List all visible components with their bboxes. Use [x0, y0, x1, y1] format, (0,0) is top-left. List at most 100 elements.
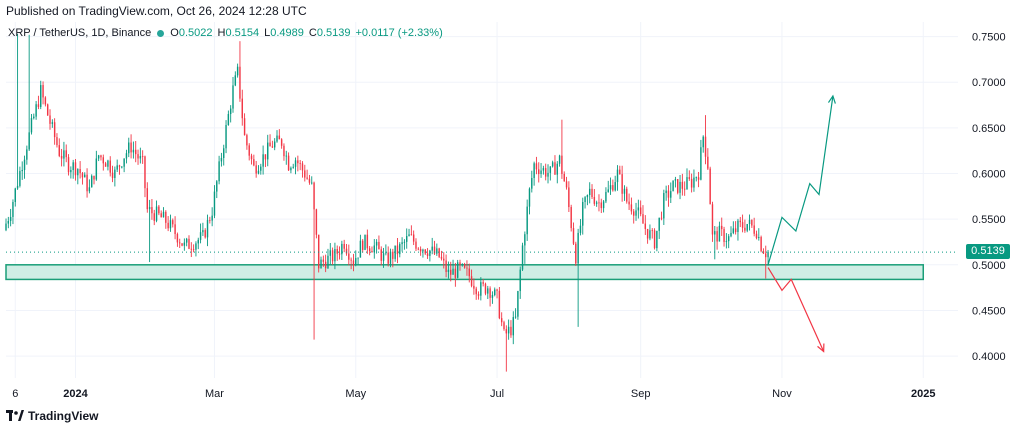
candle-body — [327, 255, 329, 269]
arrowhead-icon — [827, 94, 836, 104]
candle-body — [239, 66, 241, 99]
candle-body — [403, 241, 406, 243]
low-label: L — [264, 27, 271, 39]
candle-body — [450, 269, 452, 275]
candle-body — [172, 220, 174, 225]
candle-body — [40, 85, 42, 107]
candle-body — [313, 182, 315, 210]
candle-body — [744, 227, 746, 231]
open-value: 0.5022 — [178, 27, 213, 39]
candle-body — [35, 104, 37, 117]
candle-body — [514, 316, 517, 318]
candle-body — [104, 163, 107, 167]
candle-body — [503, 322, 505, 330]
candle-body — [751, 219, 753, 226]
chart-grid — [6, 22, 958, 378]
candle-body — [422, 249, 424, 252]
candle-body — [14, 188, 16, 203]
candle-body — [653, 230, 656, 249]
candle-body — [241, 98, 243, 119]
candle-body — [459, 262, 461, 265]
y-tick-label: 0.5500 — [972, 214, 1006, 226]
candle-body — [616, 169, 619, 183]
candle-body — [190, 248, 193, 250]
candle-body — [512, 317, 514, 336]
candle-body — [5, 223, 7, 231]
candle-body — [380, 249, 382, 261]
candle-body — [174, 224, 176, 235]
time-axis[interactable]: 6 2024 Mar May Jul Sep Nov 2025 — [12, 388, 935, 400]
bullish-projection-path — [767, 95, 834, 265]
low-value: 0.4989 — [270, 27, 304, 39]
candle-body — [709, 168, 711, 205]
candle-body — [426, 253, 429, 256]
candle-body — [116, 165, 118, 170]
candle-body — [721, 225, 723, 230]
y-tick-label: 0.6500 — [972, 123, 1006, 135]
projection-arrows — [767, 94, 836, 353]
candle-body — [688, 177, 691, 179]
x-tick-label: Nov — [772, 388, 792, 400]
candle-body — [366, 234, 369, 249]
candle-body — [387, 252, 389, 264]
candle-body — [533, 163, 535, 179]
candle-body — [139, 156, 142, 159]
candle-body — [531, 178, 533, 189]
symbol-legend: XRP / TetherUS, 1D, Binance O0.5022 H0.515… — [8, 27, 448, 39]
candle-body — [739, 220, 741, 223]
candle-body — [371, 250, 373, 253]
close-value: 0.5139 — [316, 27, 351, 39]
candle-body — [260, 166, 262, 171]
candle-body — [639, 207, 642, 215]
candle-body — [644, 223, 647, 229]
symbol-name[interactable]: XRP / TetherUS, 1D, Binance — [8, 27, 152, 39]
candle-body — [253, 159, 255, 166]
y-tick-label: 0.7000 — [972, 77, 1006, 89]
candle-body — [727, 236, 730, 242]
candle-body — [213, 191, 216, 216]
candle-body — [584, 197, 586, 203]
candle-body — [487, 288, 489, 294]
price-axis[interactable]: 0.7500 0.7000 0.6500 0.6000 0.5500 0.5000 0.45… — [972, 32, 1006, 363]
candle-body — [737, 220, 739, 233]
published-note: Published on TradingView.com, Oct 26, 20… — [6, 4, 307, 18]
candle-body — [229, 108, 232, 115]
candle-body — [623, 188, 626, 194]
candle-body — [447, 269, 450, 272]
candle-body — [355, 258, 357, 266]
candle-body — [285, 155, 287, 157]
candle-body — [646, 228, 649, 239]
candle-body — [125, 153, 128, 159]
candle-body — [223, 148, 225, 158]
candle-body — [542, 168, 545, 171]
bearish-projection-path — [767, 267, 825, 352]
candle-body — [415, 241, 417, 249]
brand-footer[interactable]: TradingView — [6, 409, 98, 423]
candle-body — [324, 261, 327, 269]
candle-body — [322, 259, 325, 262]
candle-body — [714, 231, 716, 235]
candle-body — [394, 245, 396, 259]
candle-body — [399, 244, 401, 255]
candle-body — [746, 224, 748, 231]
candle-body — [431, 246, 433, 251]
candle-body — [660, 217, 663, 219]
candle-body — [626, 188, 628, 202]
candle-body — [412, 234, 415, 242]
candle-body — [667, 190, 670, 198]
candle-body — [582, 202, 584, 226]
candle-body — [695, 177, 697, 179]
candle-body — [558, 155, 561, 164]
candle-body — [248, 145, 250, 156]
candle-body — [364, 234, 366, 250]
candle-body — [336, 249, 338, 254]
candle-body — [23, 159, 26, 170]
candle-body — [167, 222, 169, 229]
candle-body — [271, 146, 274, 148]
candle-body — [549, 166, 552, 173]
candle-body — [500, 318, 503, 323]
candle-body — [679, 181, 681, 193]
candle-body — [84, 174, 86, 178]
candle-body — [658, 217, 660, 231]
